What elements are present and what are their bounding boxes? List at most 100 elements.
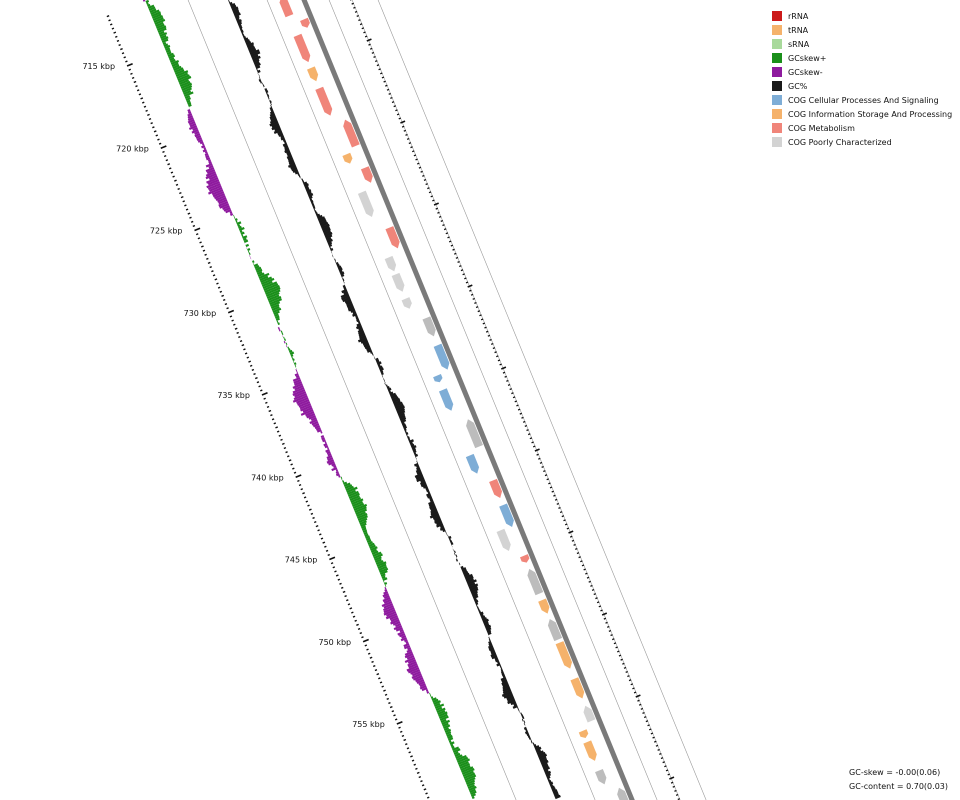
gc-content-mark: [307, 191, 312, 196]
gc-skew-positive-mark: [265, 286, 281, 296]
gc-content-mark: [413, 462, 419, 467]
outer-minor-tick: [504, 375, 507, 378]
gc-content-mark: [258, 78, 262, 82]
outer-minor-tick: [583, 568, 586, 571]
gc-skew-positive-mark: [355, 508, 367, 516]
gc-skew-positive-mark: [153, 17, 164, 24]
gc-skew-negative-mark: [404, 652, 414, 659]
gc-content-mark: [502, 684, 510, 690]
gc-content-mark: [245, 40, 252, 46]
minor-tick: [165, 159, 169, 162]
gc-content-mark: [266, 94, 270, 98]
gc-content-mark: [471, 590, 478, 596]
gc-content-mark: [243, 36, 247, 40]
gc-skew-positive-mark: [256, 271, 263, 276]
track-guide-line: [377, 0, 707, 800]
gc-skew-negative-mark: [390, 616, 399, 623]
gc-content-mark: [474, 599, 479, 604]
gc-content-mark: [255, 65, 261, 70]
outer-minor-tick: [524, 424, 528, 428]
gc-skew-positive-mark: [343, 481, 348, 486]
gc-content-mark: [467, 582, 476, 588]
gc-content-mark: [340, 273, 345, 278]
gc-skew-positive-mark: [374, 556, 382, 562]
gc-skew-negative-mark: [327, 456, 334, 462]
gc-content-mark: [337, 265, 342, 270]
gc-skew-positive-mark: [238, 225, 242, 230]
gc-skew-positive-mark: [449, 741, 455, 746]
legend-item: COG Metabolism: [772, 121, 952, 135]
gc-content-mark: [502, 674, 506, 679]
gc-skew-negative-mark: [218, 198, 228, 205]
gc-content-mark: [416, 466, 421, 471]
gc-content-mark: [415, 468, 422, 473]
gc-content-mark: [544, 770, 552, 776]
gc-skew-negative-mark: [203, 146, 207, 150]
gc-content-mark: [284, 148, 290, 154]
gc-skew-negative-mark: [406, 664, 419, 672]
outer-minor-tick: [373, 55, 376, 59]
gc-content-mark: [251, 54, 259, 60]
gc-content-mark: [355, 324, 363, 330]
gc-skew-negative-mark: [201, 144, 206, 149]
outer-minor-tick: [662, 761, 665, 764]
outer-minor-tick: [573, 543, 576, 546]
gc-content-mark: [490, 652, 497, 658]
gc-skew-positive-mark: [290, 354, 294, 358]
gc-skew-negative-mark: [397, 630, 405, 636]
minor-tick: [125, 60, 128, 63]
gc-content-mark: [358, 332, 366, 338]
gc-skew-positive-mark: [456, 754, 467, 762]
gc-skew-positive-mark: [360, 522, 367, 528]
gc-skew-positive-mark: [458, 761, 469, 768]
gc-content-mark: [304, 185, 309, 190]
minor-tick: [158, 142, 162, 145]
outer-minor-tick: [655, 744, 659, 747]
gc-skew-negative-mark: [407, 660, 417, 667]
gc-content-mark: [363, 342, 370, 348]
backbone-line: [301, 0, 635, 800]
gc-skew-positive-mark: [270, 301, 281, 308]
gc-skew-positive-mark: [166, 51, 172, 56]
outer-minor-tick: [566, 527, 570, 530]
gc-skew-positive-mark: [277, 322, 280, 326]
outer-minor-tick: [578, 556, 581, 559]
gc-content-mark: [490, 650, 496, 655]
outer-minor-tick: [374, 60, 378, 63]
gene-feature: [555, 641, 572, 669]
tick-label: 745 kbp: [285, 556, 318, 565]
legend-swatch: [772, 53, 782, 63]
gc-skew-positive-mark: [433, 700, 441, 706]
outer-minor-tick: [553, 494, 556, 497]
minor-tick: [182, 200, 186, 203]
gc-skew-negative-mark: [393, 624, 403, 631]
gc-content-mark: [380, 372, 384, 376]
minor-tick: [399, 730, 403, 733]
gc-content-mark: [501, 680, 509, 686]
gc-skew-negative-mark: [385, 612, 398, 620]
gc-skew-positive-mark: [441, 719, 451, 726]
minor-tick: [426, 796, 430, 799]
outer-minor-tick: [459, 265, 462, 268]
gc-content-mark: [496, 662, 501, 667]
minor-tick: [374, 669, 378, 672]
gc-content-mark: [249, 49, 260, 56]
outer-minor-tick: [529, 437, 533, 440]
gc-content-mark: [541, 762, 548, 768]
outer-minor-tick: [413, 154, 417, 157]
gc-content-mark: [455, 558, 459, 562]
gc-content-mark: [254, 62, 261, 68]
gene-feature: [300, 17, 310, 28]
legend: rRNA tRNA sRNA GCskew+ GCskew- GC% COG Cellula…: [772, 9, 952, 149]
gc-content-mark: [234, 12, 241, 18]
gc-skew-positive-mark: [368, 542, 375, 548]
minor-tick: [265, 401, 268, 404]
gc-content-mark: [369, 350, 373, 354]
outer-minor-tick: [561, 515, 565, 518]
outer-minor-tick: [502, 371, 506, 374]
gc-skew-positive-mark: [257, 272, 265, 278]
minor-tick: [206, 257, 209, 260]
gc-skew-positive-mark: [345, 485, 354, 492]
gc-skew-negative-mark: [399, 632, 406, 638]
minor-tick: [425, 792, 428, 795]
